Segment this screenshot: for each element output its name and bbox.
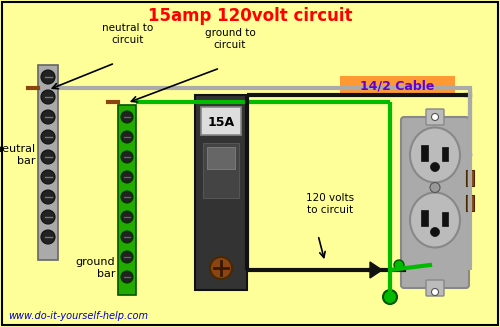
- Text: ground
bar: ground bar: [76, 257, 115, 279]
- Text: www.do-it-yourself-help.com: www.do-it-yourself-help.com: [8, 311, 148, 321]
- Bar: [442, 147, 448, 161]
- FancyBboxPatch shape: [426, 280, 444, 296]
- Circle shape: [121, 111, 133, 123]
- Bar: [203, 143, 239, 198]
- Circle shape: [41, 130, 55, 144]
- Circle shape: [41, 170, 55, 184]
- Bar: [421, 210, 428, 226]
- Text: neutral
bar: neutral bar: [0, 144, 35, 166]
- Bar: [340, 76, 455, 96]
- Bar: [207, 147, 235, 169]
- Bar: [421, 145, 428, 161]
- Bar: [466, 170, 474, 186]
- Ellipse shape: [410, 128, 460, 182]
- Bar: [466, 195, 474, 211]
- Circle shape: [210, 257, 232, 279]
- Text: ground to
circuit: ground to circuit: [204, 28, 256, 50]
- Circle shape: [41, 230, 55, 244]
- Circle shape: [121, 191, 133, 203]
- Circle shape: [121, 251, 133, 263]
- Text: 14/2 Cable: 14/2 Cable: [360, 79, 434, 93]
- Text: 15amp 120volt circuit: 15amp 120volt circuit: [148, 7, 352, 25]
- Circle shape: [121, 271, 133, 283]
- FancyBboxPatch shape: [401, 117, 469, 288]
- Circle shape: [432, 113, 438, 121]
- Circle shape: [383, 290, 397, 304]
- Text: 120 volts
to circuit: 120 volts to circuit: [306, 193, 354, 215]
- Circle shape: [430, 182, 440, 193]
- Circle shape: [432, 288, 438, 296]
- Circle shape: [121, 171, 133, 183]
- Circle shape: [430, 228, 440, 236]
- Polygon shape: [370, 262, 382, 278]
- Circle shape: [41, 110, 55, 124]
- Circle shape: [121, 131, 133, 143]
- Bar: [195, 95, 247, 290]
- Circle shape: [121, 211, 133, 223]
- Ellipse shape: [410, 193, 460, 248]
- Text: neutral to
circuit: neutral to circuit: [102, 24, 154, 45]
- Circle shape: [41, 90, 55, 104]
- Bar: [38, 65, 58, 260]
- Circle shape: [121, 151, 133, 163]
- Circle shape: [41, 70, 55, 84]
- Circle shape: [394, 260, 404, 270]
- Text: 15A: 15A: [208, 115, 234, 129]
- Circle shape: [430, 163, 440, 171]
- FancyBboxPatch shape: [426, 109, 444, 125]
- Bar: [118, 105, 136, 295]
- Bar: [201, 107, 241, 135]
- Circle shape: [121, 231, 133, 243]
- Bar: [442, 212, 448, 226]
- Circle shape: [41, 190, 55, 204]
- Circle shape: [41, 210, 55, 224]
- Circle shape: [41, 150, 55, 164]
